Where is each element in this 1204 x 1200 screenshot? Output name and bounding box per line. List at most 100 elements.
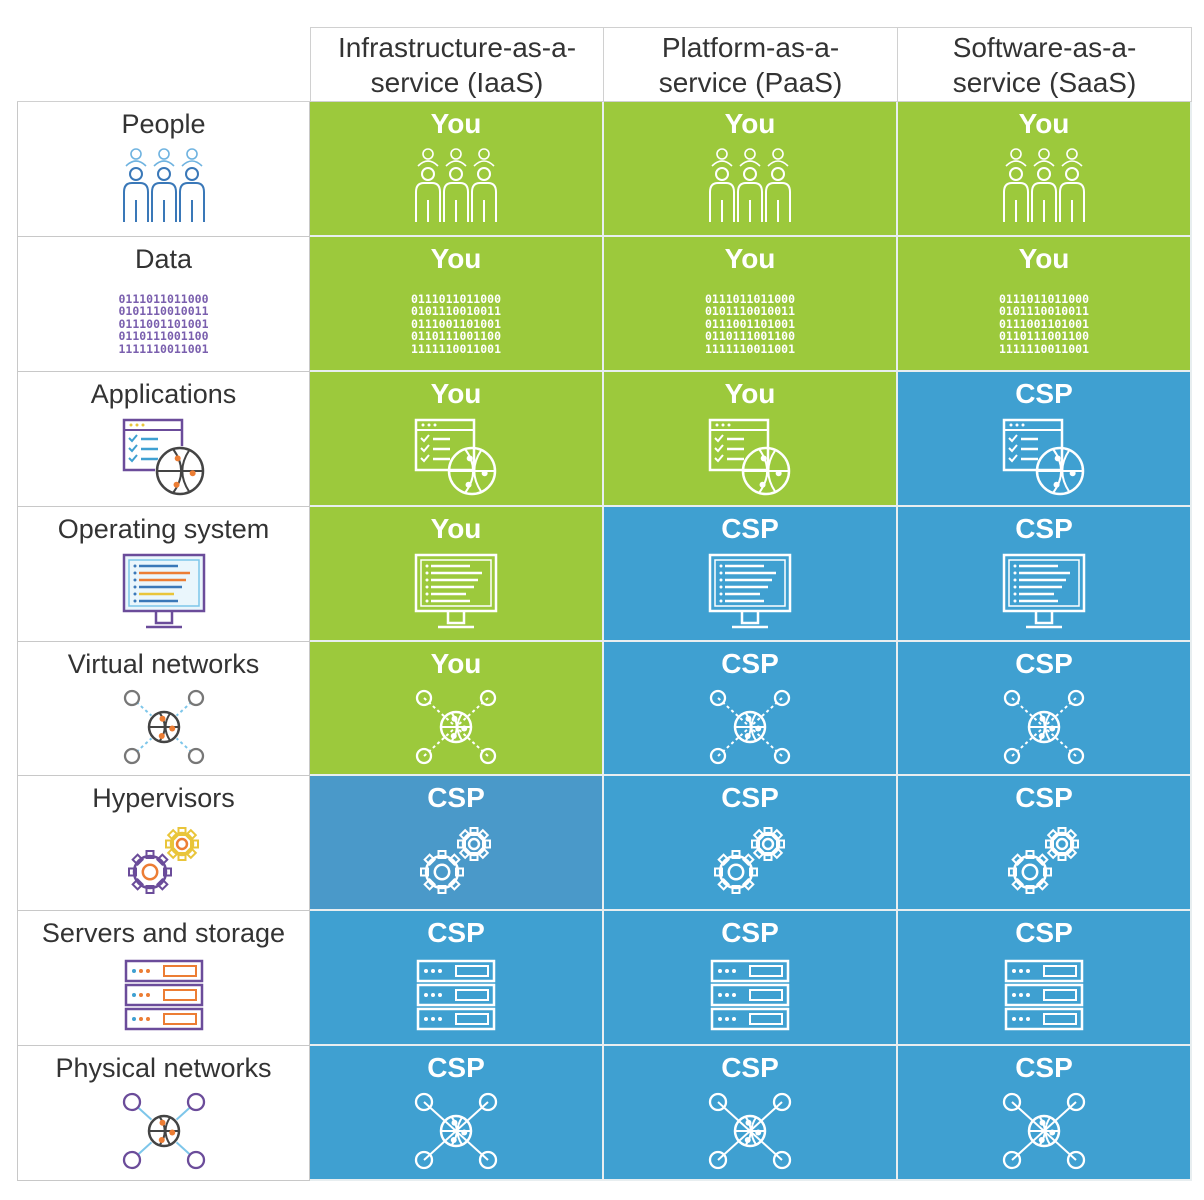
application-globe-icon [998, 416, 1090, 503]
csp-badge: CSP [1015, 377, 1073, 409]
row-label-text: Virtual networks [67, 648, 260, 679]
gears-icon [998, 820, 1090, 907]
network-hub-icon [998, 686, 1090, 773]
gears-icon [410, 820, 502, 907]
responsibility-cell: You 0111011011000 0101110010011 01110011010… [310, 236, 604, 372]
row-label-servers-and-storage: Servers and storage [17, 911, 310, 1047]
responsibility-cell: You [898, 102, 1192, 237]
row-label-text: Operating system [57, 513, 270, 544]
you-badge: You [1018, 242, 1070, 274]
server-rack-icon [410, 955, 502, 1042]
network-hub-icon [704, 686, 796, 773]
application-globe-icon [704, 416, 796, 503]
row-label-text: Applications [90, 378, 237, 409]
monitor-icon [998, 551, 1090, 638]
csp-badge: CSP [1015, 1052, 1073, 1084]
row-label-text: People [121, 109, 206, 139]
monitor-icon [704, 551, 796, 638]
you-badge: You [430, 108, 482, 139]
csp-badge: CSP [721, 647, 779, 679]
row-label-text: Physical networks [55, 1053, 272, 1084]
monitor-icon [410, 551, 502, 638]
binary-data-icon: 0111011011000 0101110010011 0111001101001 0… [118, 293, 208, 356]
responsibility-cell: CSP [898, 641, 1192, 777]
csp-badge: CSP [721, 512, 779, 544]
row-label-text: Hypervisors [92, 783, 235, 814]
binary-line: 0111011011000 [704, 291, 795, 306]
binary-line: 1111110011001 [118, 341, 209, 356]
row-label-people: People [17, 102, 310, 237]
responsibility-cell: You [310, 102, 604, 237]
binary-line: 0101110010011 [704, 304, 795, 319]
responsibility-cell: CSP [604, 506, 898, 642]
responsibility-cell: CSP [898, 506, 1192, 642]
row-label-text: Servers and storage [41, 918, 286, 949]
binary-data-icon: 0111011011000 0101110010011 0111001101001 0… [705, 293, 795, 356]
column-header-line: service (SaaS) [952, 66, 1137, 98]
server-rack-icon [998, 955, 1090, 1042]
responsibility-cell: CSP [898, 911, 1192, 1047]
responsibility-cell: CSP [310, 1046, 604, 1182]
binary-line: 0111001101001 [704, 316, 795, 331]
row-label-text: Data [134, 243, 193, 274]
responsibility-cell: You [310, 371, 604, 507]
you-badge: You [430, 647, 482, 679]
column-header-line: Software-as-a- [952, 31, 1137, 63]
you-badge: You [724, 242, 776, 274]
binary-line: 0110111001100 [118, 329, 209, 344]
csp-badge: CSP [1015, 647, 1073, 679]
csp-badge: CSP [1015, 782, 1073, 814]
binary-line: 1111110011001 [998, 341, 1089, 356]
application-globe-icon [118, 416, 210, 503]
binary-line: 0111001101001 [118, 316, 209, 331]
physical-network-icon [118, 1090, 210, 1177]
csp-badge: CSP [721, 917, 779, 949]
binary-data-icon: 0111011011000 0101110010011 0111001101001 0… [411, 293, 501, 356]
column-header: Platform-as-a-service (PaaS) [604, 27, 898, 102]
responsibility-matrix: Infrastructure-as-a-service (IaaS) Platfo… [17, 27, 1192, 1182]
csp-badge: CSP [427, 1052, 485, 1084]
responsibility-cell: You [604, 371, 898, 507]
binary-line: 0111001101001 [410, 316, 501, 331]
you-badge: You [1018, 108, 1070, 139]
header-corner [17, 27, 310, 102]
application-globe-icon [410, 416, 502, 503]
csp-badge: CSP [427, 782, 485, 814]
physical-network-icon [410, 1090, 502, 1177]
binary-line: 0101110010011 [998, 304, 1089, 319]
responsibility-cell: CSP [604, 1046, 898, 1182]
responsibility-cell: CSP [604, 776, 898, 912]
binary-line: 0110111001100 [410, 329, 501, 344]
responsibility-cell: CSP [310, 911, 604, 1047]
row-label-applications: Applications [17, 371, 310, 507]
people-icon [410, 146, 502, 233]
physical-network-icon [704, 1090, 796, 1177]
responsibility-cell: You [310, 641, 604, 777]
binary-line: 1111110011001 [410, 341, 501, 356]
responsibility-cell: You 0111011011000 0101110010011 01110011010… [604, 236, 898, 372]
binary-line: 1111110011001 [704, 341, 795, 356]
row-label-physical-networks: Physical networks [17, 1046, 310, 1182]
responsibility-cell: CSP [310, 776, 604, 912]
column-header: Infrastructure-as-a-service (IaaS) [310, 27, 604, 102]
binary-line: 0111011011000 [410, 291, 501, 306]
csp-badge: CSP [1015, 512, 1073, 544]
monitor-icon [118, 551, 210, 638]
column-header: Software-as-a-service (SaaS) [898, 27, 1192, 102]
responsibility-cell: CSP [898, 371, 1192, 507]
binary-line: 0111011011000 [998, 291, 1089, 306]
you-badge: You [430, 377, 482, 409]
row-label-operating-system: Operating system [17, 506, 310, 642]
responsibility-cell: You [310, 506, 604, 642]
column-header-line: Infrastructure-as-a- [337, 31, 577, 63]
binary-line: 0111001101001 [998, 316, 1089, 331]
responsibility-cell: You [604, 102, 898, 237]
row-label-virtual-networks: Virtual networks [17, 641, 310, 777]
people-icon [704, 146, 796, 233]
binary-line: 0110111001100 [998, 329, 1089, 344]
network-hub-icon [410, 686, 502, 773]
you-badge: You [430, 242, 482, 274]
you-badge: You [430, 512, 482, 544]
binary-line: 0110111001100 [704, 329, 795, 344]
binary-line: 0101110010011 [410, 304, 501, 319]
